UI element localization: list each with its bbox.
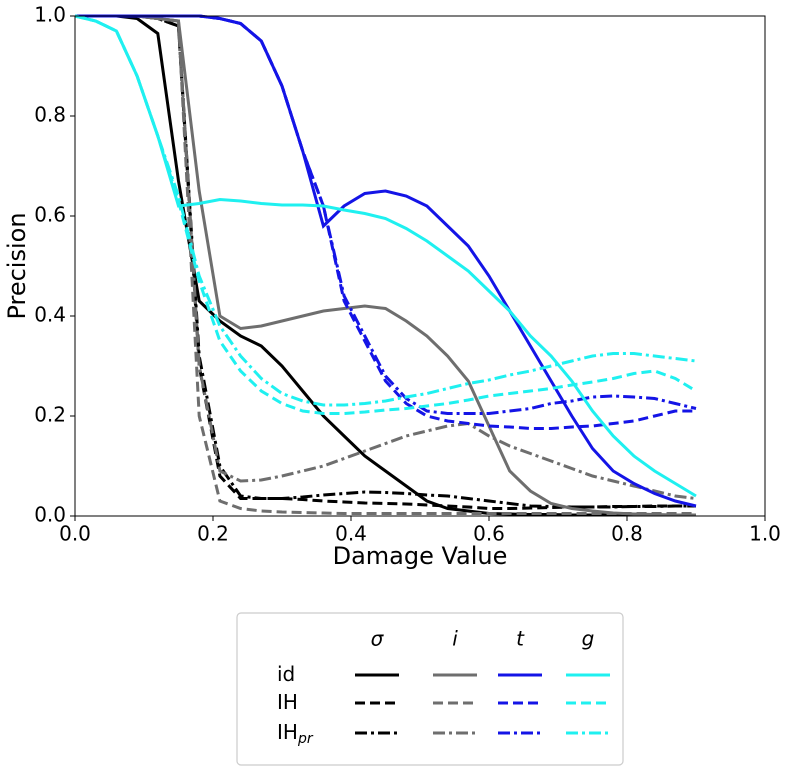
- x-tick-label: 0.6: [473, 522, 505, 546]
- legend-row-subscript: pr: [297, 731, 314, 747]
- y-tick-label: 0.2: [34, 403, 66, 427]
- x-tick-label: 1.0: [749, 522, 781, 546]
- series-line: [75, 14, 696, 430]
- x-tick-label: 0.2: [197, 522, 229, 546]
- series-line: [75, 14, 696, 517]
- x-tick-label: 0.8: [611, 522, 643, 546]
- legend-column-label: i: [452, 627, 458, 651]
- series-line: [75, 14, 696, 515]
- y-axis-label: Precision: [3, 212, 31, 319]
- x-tick-label: 0.4: [335, 522, 367, 546]
- legend-column-label: t: [516, 627, 525, 651]
- series-line: [75, 14, 697, 500]
- y-tick-label: 0.4: [34, 303, 66, 327]
- legend-column-label: σ: [371, 627, 385, 651]
- y-tick-label: 1.0: [34, 3, 66, 27]
- series-line: [75, 14, 697, 508]
- plot-frame: [74, 15, 766, 517]
- x-axis-label: Damage Value: [333, 542, 508, 570]
- legend-row-label: IH: [277, 690, 298, 714]
- series-line: [74, 14, 697, 407]
- legend-row-text: IH: [277, 690, 298, 714]
- y-tick-label: 0.6: [34, 203, 66, 227]
- series-line: [74, 14, 697, 498]
- y-tick-label: 0.8: [34, 103, 66, 127]
- y-tick-label: 0.0: [34, 503, 66, 527]
- legend-row-label: IHpr: [277, 720, 314, 748]
- x-tick-label: 0.0: [59, 522, 91, 546]
- legend-row-text: IH: [277, 720, 298, 744]
- series-line: [75, 14, 696, 510]
- legend-row-text: id: [277, 662, 295, 686]
- legend-column-label: g: [582, 627, 595, 651]
- series-line: [75, 14, 696, 509]
- legend-row-label: id: [277, 662, 295, 686]
- legend-box: [236, 612, 624, 766]
- series-line: [75, 14, 696, 517]
